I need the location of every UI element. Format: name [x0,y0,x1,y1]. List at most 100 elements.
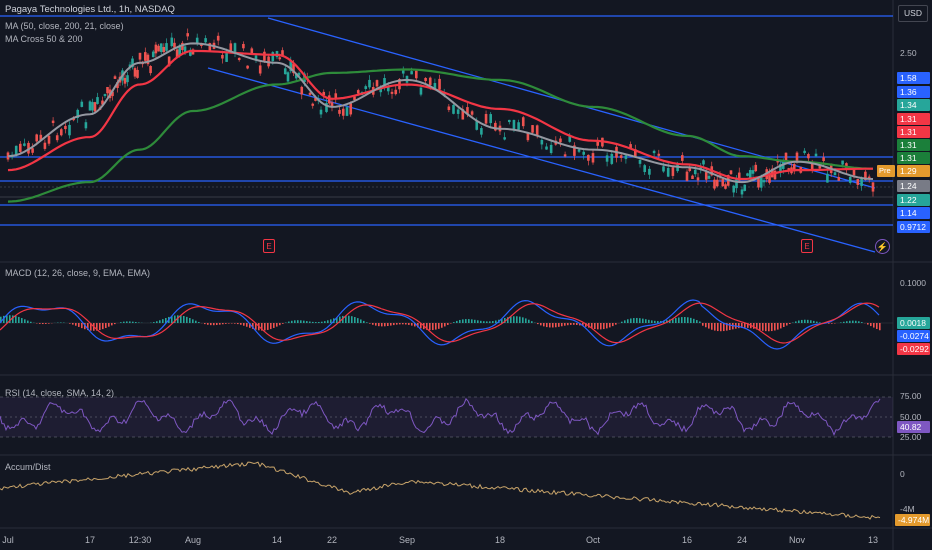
macd-histogram-bar [219,323,221,325]
rsi-value-tag: 40.82 [897,421,930,433]
ma-50-line [7,49,873,181]
earnings-badge[interactable]: E [801,239,813,253]
accum-axis-0: 0 [900,469,905,479]
macd-histogram-bar [831,323,833,324]
macd-histogram-bar [99,323,101,331]
macd-histogram-bar [828,323,830,324]
macd-histogram-bar [273,323,275,328]
rsi-line [0,397,881,437]
macd-histogram-bar [414,323,416,327]
macd-histogram-bar [702,323,704,326]
macd-histogram-bar [42,323,44,325]
candle-body [860,178,863,186]
macd-histogram-bar [306,321,308,323]
macd-histogram-bar [510,316,512,323]
accum-axis-4m: -4M [900,504,915,514]
price-tag: 1.31 [897,113,930,125]
macd-histogram-bar [291,320,293,323]
candle-body [149,65,152,74]
macd-histogram-bar [120,322,122,323]
price-tag: 1.31 [897,152,930,164]
candle-body [394,89,398,95]
candle-body [470,111,474,115]
accum-title[interactable]: Accum/Dist [5,462,51,472]
time-axis-tick: Nov [788,535,806,545]
indicator-ma-label[interactable]: MA (50, close, 200, 21, close) [5,21,124,31]
macd-histogram-bar [111,323,113,326]
candle-body [729,170,733,175]
earnings-badge[interactable]: E [263,239,275,253]
macd-histogram-bar [45,323,47,324]
macd-histogram-bar [798,320,800,323]
candle-body [759,176,763,188]
rsi-title[interactable]: RSI (14, close, SMA, 14, 2) [5,388,115,398]
macd-title[interactable]: MACD (12, 26, close, 9, EMA, EMA) [5,268,151,278]
lightning-icon[interactable]: ⚡ [875,239,890,254]
macd-histogram-bar [795,321,797,323]
macd-histogram-bar [753,323,755,329]
signal-line-tag: -0.0292 [897,343,930,355]
macd-histogram-bar [405,323,407,325]
macd-histogram-bar [747,323,749,328]
candle-body [338,109,341,114]
macd-histogram-bar [777,323,779,330]
macd-histogram-bar [21,318,23,323]
macd-histogram-bar [474,319,476,323]
candle-body [136,69,139,78]
pre-market-label: Pre [877,165,895,177]
candle-body [341,108,345,116]
candle-body [195,37,199,43]
macd-histogram-bar [6,315,8,323]
currency-button[interactable]: USD [898,5,928,22]
time-axis-tick: 22 [326,535,338,545]
macd-histogram-bar [9,315,11,323]
macd-histogram-bar [294,320,296,323]
macd-histogram-bar [468,319,470,323]
candle-body [229,43,233,51]
candle-body [671,167,675,176]
candle-body [732,185,736,193]
macd-histogram-bar [264,323,266,331]
candle-body [688,168,692,171]
candle-body [512,119,516,131]
macd-histogram-bar [327,320,329,323]
macd-histogram-bar [444,323,446,327]
candle-body [737,172,741,181]
candle-body [807,154,810,159]
macd-histogram-bar [321,321,323,323]
time-axis-tick: Oct [585,535,601,545]
macd-histogram-bar [738,323,740,329]
macd-histogram-bar [195,320,197,323]
macd-histogram-bar [621,321,623,323]
candle-body [131,58,134,68]
candle-body [60,129,63,136]
symbol-title[interactable]: Pagaya Technologies Ltd., 1h, NASDAQ [5,4,175,15]
candle-body [72,117,75,121]
ma-200-line [7,68,873,203]
macd-histogram-bar [198,322,200,323]
macd-histogram-bar [789,323,791,324]
macd-histogram-bar [603,323,605,330]
candle-body [438,78,441,90]
candle-body [526,133,530,141]
macd-histogram-bar [567,323,569,326]
candle-body [233,43,237,54]
candle-body [702,160,705,165]
macd-histogram-bar [801,319,803,323]
candle-body [68,124,71,136]
candle-body [278,57,282,60]
macd-histogram-bar [399,323,401,325]
macd-histogram-bar [261,323,263,331]
macd-histogram-bar [282,323,284,324]
candle-body [178,45,182,57]
macd-histogram-bar [675,318,677,323]
candle-body [386,85,390,92]
macd-histogram-bar [426,323,428,330]
candle-body [91,102,94,111]
candle-body [721,178,725,187]
indicator-macross-label[interactable]: MA Cross 50 & 200 [5,34,83,44]
macd-histogram-bar [672,318,674,323]
candle-body [568,135,572,142]
candle-body [55,135,59,141]
